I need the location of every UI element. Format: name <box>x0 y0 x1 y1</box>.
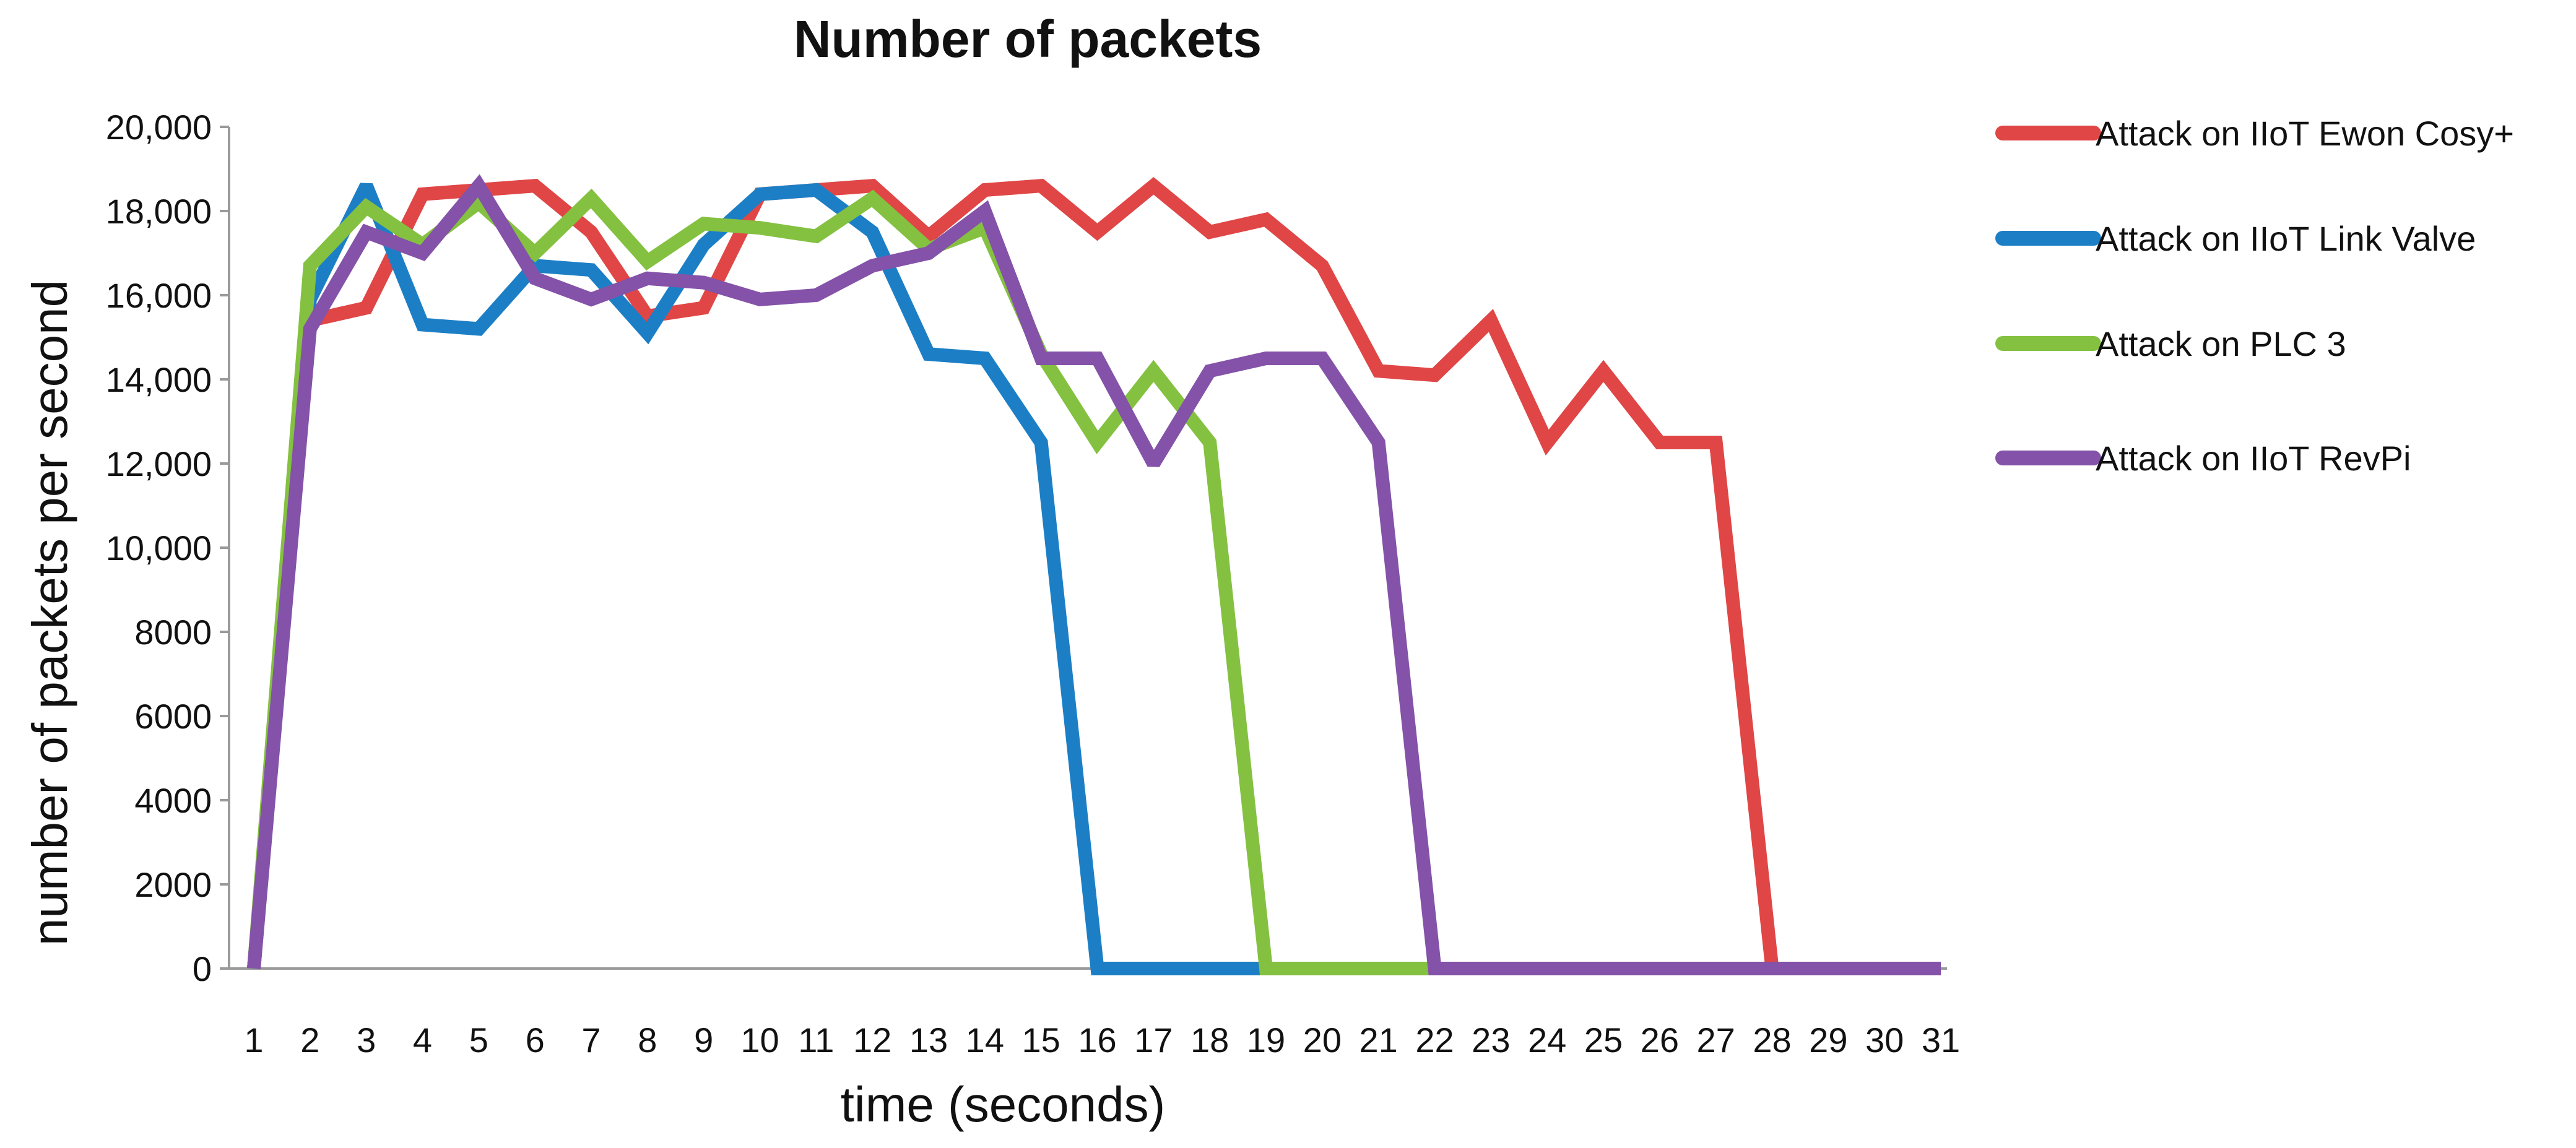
x-tick-label: 5 <box>469 1021 488 1060</box>
series-line-1 <box>247 176 1941 975</box>
x-tick-label: 16 <box>1078 1021 1116 1060</box>
legend-label-1: Attack on IIoT Ewon Cosy+ <box>2096 114 2514 153</box>
legend-label-4: Attack on IIoT RevPi <box>2096 439 2411 478</box>
y-tick-label: 2000 <box>134 865 212 904</box>
x-tick-label: 22 <box>1415 1021 1454 1060</box>
x-tick-label: 11 <box>798 1021 834 1060</box>
y-tick-label: 12,000 <box>106 444 212 483</box>
legend-label-2: Attack on IIoT Link Valve <box>2096 219 2476 258</box>
chart-title: Number of packets <box>794 10 1262 68</box>
x-tick-label: 4 <box>413 1021 432 1060</box>
y-tick-label: 14,000 <box>106 360 212 399</box>
legend: Attack on IIoT Ewon Cosy+ Attack on IIoT … <box>1995 114 2514 478</box>
y-tick-label: 4000 <box>134 781 212 820</box>
y-tick-labels: 0 2000 4000 6000 8000 10,000 12,000 14,000 16,00… <box>106 108 229 988</box>
x-tick-label: 2 <box>300 1021 319 1060</box>
x-tick-label: 8 <box>638 1021 657 1060</box>
series-line-3 <box>247 188 1941 975</box>
x-tick-label: 21 <box>1360 1021 1398 1060</box>
x-tick-label: 15 <box>1022 1021 1060 1060</box>
y-tick-label: 16,000 <box>106 276 212 315</box>
x-tick-label: 20 <box>1303 1021 1342 1060</box>
x-tick-label: 10 <box>740 1021 779 1060</box>
y-tick-label: 0 <box>193 949 212 988</box>
x-axis-label: time (seconds) <box>841 1077 1166 1132</box>
x-tick-label: 14 <box>966 1021 1004 1060</box>
x-tick-label: 12 <box>853 1021 891 1060</box>
y-tick-label: 6000 <box>134 697 212 736</box>
x-tick-label: 30 <box>1865 1021 1904 1060</box>
y-tick-label: 18,000 <box>106 192 212 231</box>
x-tick-labels: 1 2 3 4 5 6 7 8 9 10 11 12 13 14 15 16 17 18 19 20 21 22 23 24 2… <box>244 1021 1960 1060</box>
series-line-2 <box>247 183 1941 975</box>
y-tick-label: 8000 <box>134 613 212 652</box>
x-tick-label: 17 <box>1134 1021 1173 1060</box>
x-tick-label: 24 <box>1528 1021 1566 1060</box>
x-tick-label: 1 <box>244 1021 263 1060</box>
x-tick-label: 25 <box>1584 1021 1623 1060</box>
x-tick-label: 6 <box>526 1021 545 1060</box>
x-tick-label: 18 <box>1190 1021 1229 1060</box>
x-tick-label: 9 <box>694 1021 713 1060</box>
x-tick-label: 7 <box>581 1021 601 1060</box>
legend-label-3: Attack on PLC 3 <box>2096 324 2346 363</box>
series-line-4 <box>247 174 1941 975</box>
y-tick-label: 10,000 <box>106 529 212 568</box>
x-tick-label: 3 <box>357 1021 376 1060</box>
y-axis-label: number of packets per second <box>22 280 77 946</box>
x-tick-label: 23 <box>1472 1021 1510 1060</box>
series-lines <box>247 174 1941 975</box>
x-tick-label: 27 <box>1697 1021 1735 1060</box>
x-tick-label: 29 <box>1809 1021 1847 1060</box>
x-tick-label: 19 <box>1247 1021 1285 1060</box>
x-tick-label: 31 <box>1922 1021 1960 1060</box>
x-tick-label: 28 <box>1753 1021 1791 1060</box>
x-tick-label: 26 <box>1641 1021 1679 1060</box>
x-tick-label: 13 <box>909 1021 948 1060</box>
y-tick-label: 20,000 <box>106 108 212 147</box>
